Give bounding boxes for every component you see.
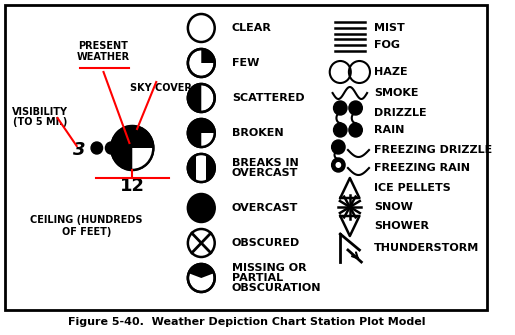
Text: (TO 5 MI.): (TO 5 MI.) — [13, 117, 67, 127]
Text: RAIN: RAIN — [374, 125, 404, 135]
Circle shape — [335, 162, 341, 168]
Circle shape — [91, 142, 102, 154]
Circle shape — [188, 49, 215, 77]
Text: VISIBILITY: VISIBILITY — [12, 107, 68, 117]
Text: OVERCAST: OVERCAST — [232, 203, 298, 213]
Circle shape — [188, 264, 215, 292]
Circle shape — [188, 84, 215, 112]
Text: SNOW: SNOW — [374, 202, 413, 212]
Circle shape — [188, 154, 215, 182]
Wedge shape — [201, 49, 215, 63]
Text: SMOKE: SMOKE — [374, 88, 418, 98]
Text: SHOWER: SHOWER — [374, 221, 429, 231]
Text: PRESENT: PRESENT — [79, 41, 128, 51]
Text: FOG: FOG — [374, 40, 400, 50]
Circle shape — [332, 140, 345, 154]
Text: OVERCAST: OVERCAST — [232, 168, 298, 178]
Text: THUNDERSTORM: THUNDERSTORM — [374, 243, 479, 253]
Text: HAZE: HAZE — [374, 67, 407, 77]
Text: WEATHER: WEATHER — [77, 52, 130, 62]
Circle shape — [188, 229, 215, 257]
Text: OBSCURATION: OBSCURATION — [232, 283, 321, 293]
Circle shape — [334, 123, 347, 137]
Circle shape — [111, 126, 153, 170]
Wedge shape — [132, 148, 153, 170]
Text: BREAKS IN: BREAKS IN — [232, 158, 299, 168]
Text: OBSCURED: OBSCURED — [232, 238, 300, 248]
Text: PARTIAL: PARTIAL — [232, 273, 283, 283]
Text: FREEZING DRIZZLE: FREEZING DRIZZLE — [374, 145, 492, 155]
Text: BROKEN: BROKEN — [232, 128, 284, 138]
Text: OF FEET): OF FEET) — [62, 227, 111, 237]
Text: Figure 5-40.  Weather Depiction Chart Station Plot Model: Figure 5-40. Weather Depiction Chart Sta… — [67, 317, 425, 327]
Text: DRIZZLE: DRIZZLE — [374, 108, 426, 118]
Circle shape — [349, 101, 363, 115]
Circle shape — [334, 101, 347, 115]
Circle shape — [188, 14, 215, 42]
Text: CLEAR: CLEAR — [232, 23, 272, 33]
Circle shape — [188, 194, 215, 222]
Text: SKY COVER: SKY COVER — [130, 83, 192, 93]
Wedge shape — [201, 133, 215, 147]
Text: CEILING (HUNDREDS: CEILING (HUNDREDS — [30, 215, 143, 225]
Bar — [197, 154, 206, 182]
Circle shape — [349, 123, 363, 137]
Text: 3: 3 — [73, 141, 86, 159]
Wedge shape — [188, 264, 214, 278]
Text: FEW: FEW — [232, 58, 260, 68]
Wedge shape — [188, 84, 201, 112]
Text: FREEZING RAIN: FREEZING RAIN — [374, 163, 470, 173]
Circle shape — [106, 142, 117, 154]
Text: 12: 12 — [120, 177, 145, 195]
Text: MIST: MIST — [374, 23, 405, 33]
Circle shape — [188, 119, 215, 147]
Circle shape — [332, 158, 345, 172]
Text: ICE PELLETS: ICE PELLETS — [374, 183, 451, 193]
Text: MISSING OR: MISSING OR — [232, 263, 306, 273]
Text: SCATTERED: SCATTERED — [232, 93, 304, 103]
